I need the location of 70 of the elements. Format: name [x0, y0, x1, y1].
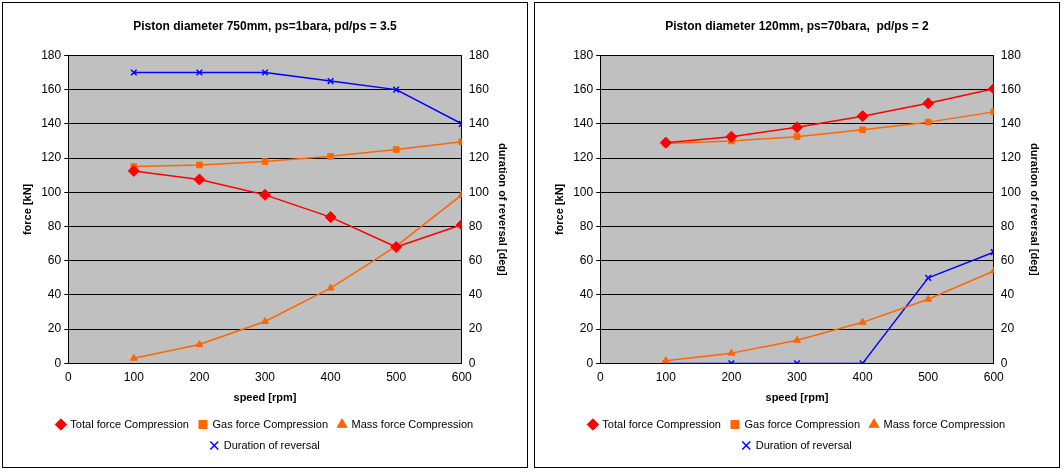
y-tick-label: 160	[573, 81, 594, 96]
legend-label: Mass force Compression	[883, 417, 1006, 430]
y2-tick-label: 160	[1000, 81, 1022, 96]
x-tick-label: 400	[320, 369, 341, 384]
y-tick-label: 120	[573, 150, 594, 165]
y-tick-label: 120	[41, 150, 62, 165]
x-tick-label: 100	[655, 369, 677, 384]
legend-label: Total force Compression	[70, 417, 189, 430]
y-tick-label: 40	[47, 287, 62, 302]
x-tick-label: 600	[451, 369, 473, 384]
y2-tick-label: 60	[468, 253, 483, 268]
y-axis-title: force [kN]	[20, 183, 33, 236]
x-tick-label: 400	[852, 369, 873, 384]
y2-tick-label: 100	[1000, 184, 1022, 199]
y-tick-label: 180	[573, 47, 594, 62]
y-tick-label: 160	[41, 81, 62, 96]
chart-title: Piston diameter 120mm, ps=70bara, pd/ps = 2	[665, 18, 930, 33]
y-tick-label: 80	[47, 218, 62, 233]
y2-tick-label: 40	[468, 287, 483, 302]
x-tick-label: 0	[64, 369, 72, 384]
y-tick-label: 100	[41, 184, 62, 199]
y-tick-label: 0	[586, 355, 594, 370]
y2-tick-label: 120	[468, 150, 490, 165]
legend-label: Mass force Compression	[351, 417, 474, 430]
x-axis-title: speed [rpm]	[233, 391, 297, 404]
y2-axis-title: duration of reversal [deg]	[497, 143, 510, 277]
y-tick-label: 40	[579, 287, 594, 302]
y-tick-label: 180	[41, 47, 62, 62]
y-tick-label: 0	[54, 355, 62, 370]
y2-tick-label: 80	[468, 218, 483, 233]
y2-axis-title: duration of reversal [deg]	[1029, 143, 1042, 277]
y-tick-label: 60	[579, 253, 594, 268]
legend-label: Duration of reversal	[755, 438, 852, 451]
y2-tick-label: 20	[468, 321, 483, 336]
x-tick-label: 200	[721, 369, 742, 384]
x-tick-label: 300	[254, 369, 276, 384]
x-tick-label: 600	[983, 369, 1005, 384]
legend-label: Gas force Compression	[212, 417, 328, 430]
legend-label: Gas force Compression	[744, 417, 860, 430]
x-tick-label: 0	[596, 369, 604, 384]
legend-label: Total force Compression	[602, 417, 721, 430]
y2-tick-label: 40	[1000, 287, 1015, 302]
x-tick-label: 100	[123, 369, 145, 384]
y2-tick-label: 140	[468, 116, 490, 131]
y2-tick-label: 100	[468, 184, 490, 199]
y2-tick-label: 140	[1000, 116, 1022, 131]
y2-tick-label: 0	[1000, 355, 1008, 370]
x-axis-title: speed [rpm]	[765, 391, 829, 404]
y2-tick-label: 160	[468, 81, 490, 96]
y-tick-label: 60	[47, 253, 62, 268]
y2-tick-label: 120	[1000, 150, 1022, 165]
chart-title: Piston diameter 750mm, ps=1bara, pd/ps = 3.5	[133, 18, 398, 33]
y-tick-label: 20	[47, 321, 62, 336]
y2-tick-label: 0	[468, 355, 476, 370]
legend-label: Duration of reversal	[223, 438, 320, 451]
y-tick-label: 140	[41, 116, 62, 131]
y2-tick-label: 80	[1000, 218, 1015, 233]
x-tick-label: 500	[918, 369, 939, 384]
x-tick-label: 500	[386, 369, 407, 384]
y2-tick-label: 20	[1000, 321, 1015, 336]
y-tick-label: 80	[579, 218, 594, 233]
y-tick-label: 100	[573, 184, 594, 199]
y-tick-label: 20	[579, 321, 594, 336]
y2-tick-label: 180	[1000, 47, 1022, 62]
x-tick-label: 200	[189, 369, 210, 384]
y2-tick-label: 180	[468, 47, 490, 62]
x-tick-label: 300	[786, 369, 808, 384]
y-axis-title: force [kN]	[552, 183, 565, 236]
y-tick-label: 140	[573, 116, 594, 131]
y2-tick-label: 60	[1000, 253, 1015, 268]
